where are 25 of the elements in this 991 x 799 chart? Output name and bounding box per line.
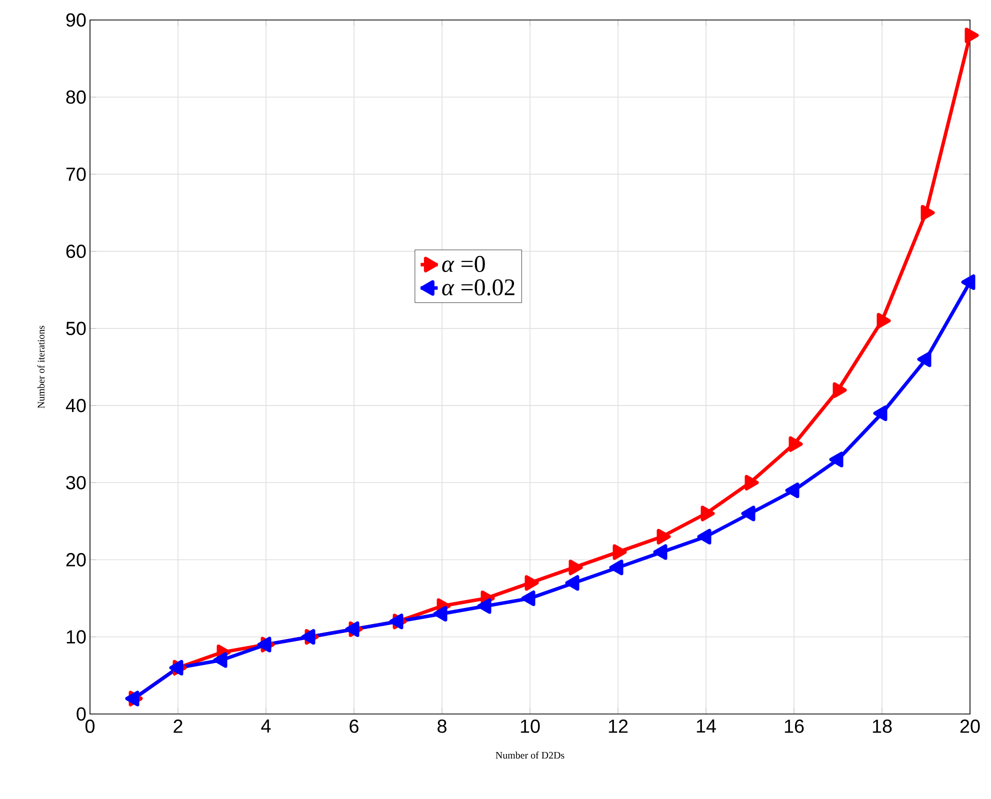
x-tick-label: 8: [438, 720, 446, 733]
x-tick-label: 4: [261, 720, 271, 733]
x-tick-label: 20: [960, 720, 980, 733]
y-tick-label: 40: [66, 398, 86, 412]
x-axis-title: Number of D2Ds: [496, 752, 564, 759]
y-tick-label: 30: [66, 476, 86, 490]
y-tick-label: 90: [66, 13, 86, 27]
y-tick-label: 20: [66, 553, 86, 566]
x-tick-label: 6: [350, 720, 358, 733]
x-tick-label: 18: [872, 720, 892, 733]
x-tick-label: 0: [85, 720, 95, 733]
y-tick-label: 80: [66, 90, 86, 104]
y-axis-title: Number of iterations: [37, 326, 44, 408]
legend-label: α =0: [442, 256, 485, 272]
y-tick-label: 70: [66, 168, 86, 181]
y-tick-label: 10: [66, 630, 86, 644]
x-tick-label: 12: [608, 720, 628, 733]
x-tick-label: 10: [520, 720, 540, 733]
legend-label: α =0.02: [442, 279, 514, 296]
x-tick-label: 16: [784, 720, 804, 733]
y-tick-label: 0: [76, 707, 86, 721]
y-tick-label: 50: [66, 322, 86, 336]
x-tick-label: 2: [174, 720, 182, 733]
y-tick-label: 60: [66, 244, 86, 258]
x-tick-label: 14: [696, 720, 716, 733]
